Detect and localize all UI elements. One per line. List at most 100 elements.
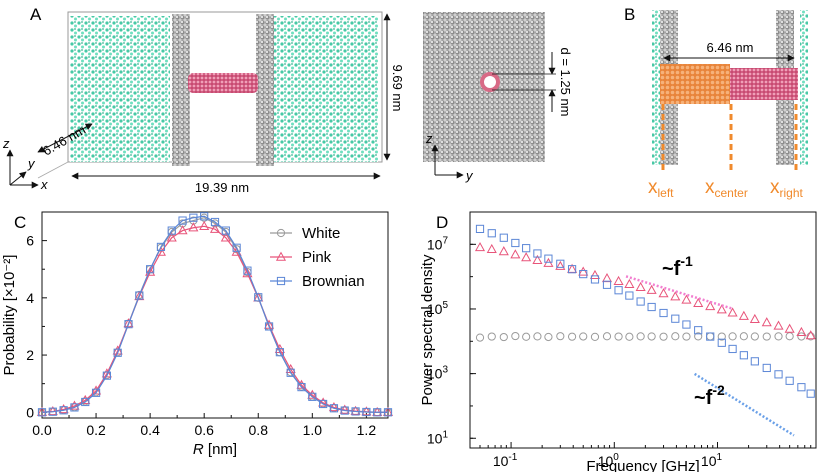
point-brownian [146, 265, 155, 274]
point-white [706, 332, 715, 341]
point-pink [589, 269, 601, 280]
panel-label-d: D [436, 213, 448, 232]
point-brownian [682, 320, 691, 329]
point-pink [555, 260, 566, 270]
panel-b-channel: 6.46 nm xleft xcenter xright [648, 10, 808, 200]
point-brownian [762, 363, 771, 373]
legend-marker [276, 276, 286, 286]
fit-label-f1-base: ~f [662, 258, 681, 280]
point-pink [510, 249, 521, 259]
plot-frame [41, 211, 389, 419]
point-brownian [178, 216, 187, 225]
point-brownian [275, 348, 284, 357]
point-brownian [167, 226, 176, 235]
point-brownian [156, 242, 166, 252]
point-white [682, 332, 691, 341]
point-pink [693, 297, 704, 307]
fit-label-f2-base: ~f [694, 387, 713, 409]
nanotube [188, 73, 258, 93]
x-left-label: xleft [648, 177, 674, 200]
point-brownian [254, 293, 263, 302]
x-tick-label: 101 [701, 452, 723, 469]
point-brownian [797, 383, 806, 392]
point-brownian [373, 408, 382, 417]
x-axis-label: Frequency [GHz] [586, 458, 699, 472]
point-white [556, 332, 565, 341]
x-tick-exp: 1 [717, 452, 723, 463]
y-tick-label: 107 [427, 235, 449, 252]
fit-label-f2: ~f-2 [694, 382, 725, 409]
point-brownian [210, 217, 220, 227]
x-tick-label: 10-1 [493, 452, 518, 469]
panel-a-simulation-box: 9.69 nm 19.39 nm 6.46 nm z y x [2, 11, 405, 195]
point-brownian [59, 406, 68, 415]
point-pink [773, 320, 784, 330]
point-white [614, 332, 623, 341]
point-pink [474, 242, 486, 252]
y-tick-exp: 5 [442, 300, 448, 311]
y-tick-base: 10 [427, 430, 443, 446]
point-white [636, 332, 645, 341]
y-tick-label: 103 [427, 365, 449, 382]
y-tick-exp: 3 [442, 365, 448, 376]
point-pink [242, 268, 253, 278]
point-pink [521, 252, 532, 262]
point-white [579, 332, 588, 341]
x-tick-label: 0.6 [194, 422, 214, 438]
point-brownian [70, 403, 79, 412]
x-tick-exp: 0 [613, 452, 619, 463]
fit-label-f1: ~f-1 [662, 253, 693, 280]
point-brownian [728, 344, 737, 354]
point-pink [681, 294, 692, 304]
point-pink [69, 400, 80, 410]
point-white [739, 332, 748, 341]
point-white [728, 332, 737, 341]
legend-marker [276, 228, 286, 238]
point-pink [58, 403, 69, 414]
point-pink [805, 330, 816, 340]
point-brownian [774, 370, 783, 379]
point-pink [209, 223, 221, 233]
point-pink [646, 284, 657, 294]
point-white [590, 332, 600, 341]
side-axis-z-label: z [425, 131, 433, 146]
point-brownian [602, 280, 612, 289]
point-pink [670, 291, 681, 301]
point-brownian [91, 388, 101, 397]
x-center-label: xcenter [705, 177, 748, 200]
point-pink [361, 406, 372, 416]
point-pink [199, 220, 210, 231]
legend-label-pink: Pink [302, 249, 332, 266]
point-brownian [750, 357, 759, 366]
point-pink [716, 304, 727, 314]
plot-frame [469, 211, 817, 449]
point-white [797, 332, 806, 341]
fit-line-f2 [693, 372, 795, 437]
point-brownian [544, 254, 553, 263]
panel-label-c: C [14, 213, 26, 232]
point-white [544, 332, 553, 342]
x-tick-base: 10 [493, 453, 509, 469]
point-pink [624, 278, 635, 288]
point-pink [635, 281, 646, 291]
point-brownian [647, 302, 656, 312]
point-pink [47, 405, 58, 416]
point-brownian [739, 351, 748, 360]
point-white [694, 332, 703, 341]
fit-label-f2-exp: -2 [712, 382, 725, 398]
dim-width-label: 19.39 nm [195, 180, 249, 195]
point-brownian [499, 233, 508, 242]
point-pink [498, 246, 509, 256]
y-tick-base: 10 [427, 301, 443, 317]
point-brownian [694, 326, 703, 335]
point-brownian [567, 265, 577, 274]
point-pink [658, 288, 669, 298]
x-axis-label-unit: [nm] [204, 441, 237, 458]
orange-region [660, 64, 730, 104]
point-brownian [200, 212, 209, 221]
point-brownian [671, 314, 680, 323]
point-brownian [579, 269, 588, 279]
point-white [717, 332, 726, 341]
point-brownian [522, 244, 531, 253]
